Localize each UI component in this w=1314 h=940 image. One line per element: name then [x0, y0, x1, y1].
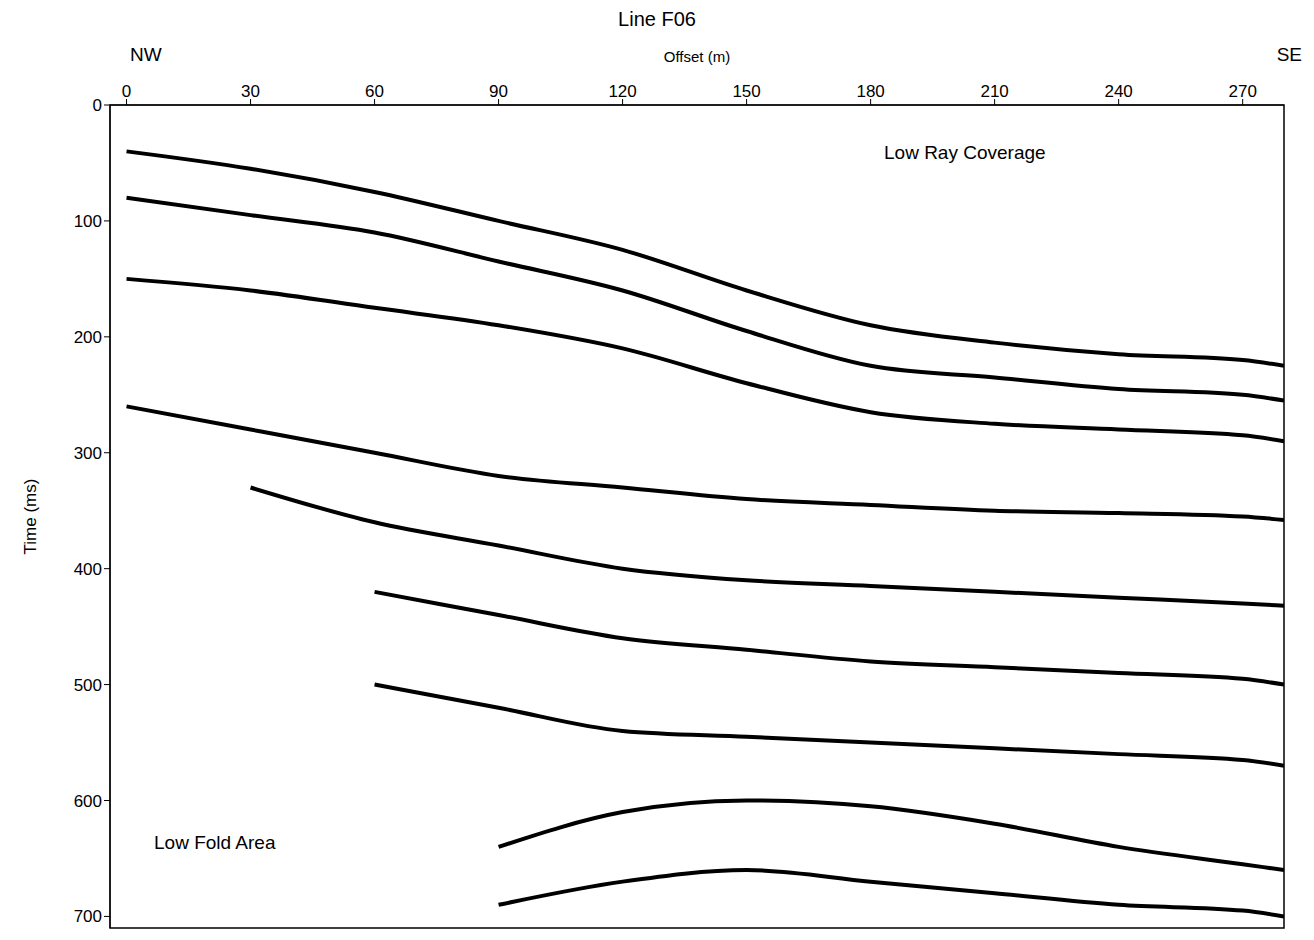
svg-text:Time (ms): Time (ms): [21, 479, 40, 555]
svg-text:200: 200: [74, 328, 102, 347]
svg-text:500: 500: [74, 676, 102, 695]
svg-text:700: 700: [74, 907, 102, 926]
html-text:Low Fold Area: Low Fold Area: [154, 832, 276, 853]
svg-text:120: 120: [608, 82, 636, 101]
svg-text:0: 0: [93, 96, 102, 115]
svg-text:60: 60: [365, 82, 384, 101]
svg-text:270: 270: [1228, 82, 1256, 101]
svg-text:400: 400: [74, 560, 102, 579]
svg-text:30: 30: [241, 82, 260, 101]
svg-text:180: 180: [856, 82, 884, 101]
html-text:Line F06: Line F06: [618, 8, 696, 30]
svg-text:150: 150: [732, 82, 760, 101]
html-text:SE: SE: [1276, 44, 1302, 65]
html-text:NW: NW: [130, 44, 162, 65]
svg-text:600: 600: [74, 792, 102, 811]
svg-text:0: 0: [122, 82, 131, 101]
svg-text:90: 90: [489, 82, 508, 101]
svg-text:240: 240: [1104, 82, 1132, 101]
svg-text:210: 210: [980, 82, 1008, 101]
html-text:Offset (m): Offset (m): [663, 48, 731, 65]
svg-text:300: 300: [74, 444, 102, 463]
html-text:Low Ray Coverage: Low Ray Coverage: [884, 142, 1046, 163]
svg-text:100: 100: [74, 212, 102, 231]
